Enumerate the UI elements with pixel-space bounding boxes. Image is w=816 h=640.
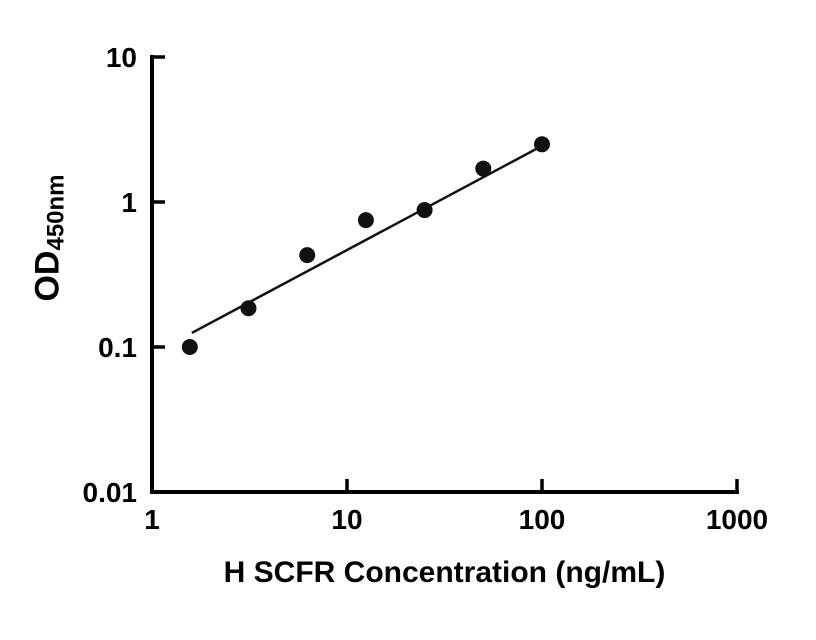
- y-axis-title: OD450nm: [28, 174, 70, 302]
- y-tick-label: 1: [121, 187, 137, 218]
- y-axis-title-subscript: 450nm: [42, 174, 70, 251]
- data-point: [299, 247, 316, 264]
- y-axis-title-main: OD: [28, 250, 67, 302]
- x-tick-label: 100: [519, 504, 566, 535]
- data-point: [240, 300, 257, 317]
- axes-spine: [150, 55, 739, 494]
- data-point: [534, 136, 550, 153]
- data-point: [357, 212, 374, 229]
- y-tick-label: 0.01: [83, 477, 138, 508]
- data-point: [416, 202, 433, 219]
- x-tick-label: 1000: [706, 504, 768, 535]
- data-point: [475, 160, 492, 177]
- data-point: [181, 339, 198, 355]
- y-tick-label: 0.1: [98, 332, 137, 363]
- x-axis-title: H SCFR Concentration (ng/mL): [223, 556, 666, 589]
- x-tick-label: 10: [331, 504, 362, 535]
- y-tick-label: 10: [106, 42, 137, 73]
- x-tick-label: 1: [144, 504, 160, 535]
